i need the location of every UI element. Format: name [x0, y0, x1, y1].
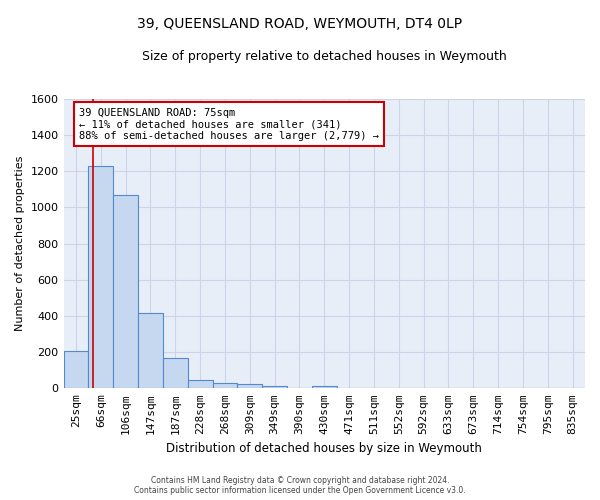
Bar — [64, 351, 88, 389]
Bar — [212, 383, 238, 388]
Bar — [138, 313, 163, 388]
Title: Size of property relative to detached houses in Weymouth: Size of property relative to detached ho… — [142, 50, 506, 63]
Bar — [163, 358, 188, 388]
Y-axis label: Number of detached properties: Number of detached properties — [15, 156, 25, 332]
Text: Contains HM Land Registry data © Crown copyright and database right 2024.
Contai: Contains HM Land Registry data © Crown c… — [134, 476, 466, 495]
Text: 39, QUEENSLAND ROAD, WEYMOUTH, DT4 0LP: 39, QUEENSLAND ROAD, WEYMOUTH, DT4 0LP — [137, 18, 463, 32]
Text: 39 QUEENSLAND ROAD: 75sqm
← 11% of detached houses are smaller (341)
88% of semi: 39 QUEENSLAND ROAD: 75sqm ← 11% of detac… — [79, 108, 379, 141]
Bar — [312, 386, 337, 388]
Bar — [113, 195, 138, 388]
X-axis label: Distribution of detached houses by size in Weymouth: Distribution of detached houses by size … — [166, 442, 482, 455]
Bar — [262, 386, 287, 388]
Bar — [88, 166, 113, 388]
Bar — [188, 380, 212, 388]
Bar — [238, 384, 262, 388]
